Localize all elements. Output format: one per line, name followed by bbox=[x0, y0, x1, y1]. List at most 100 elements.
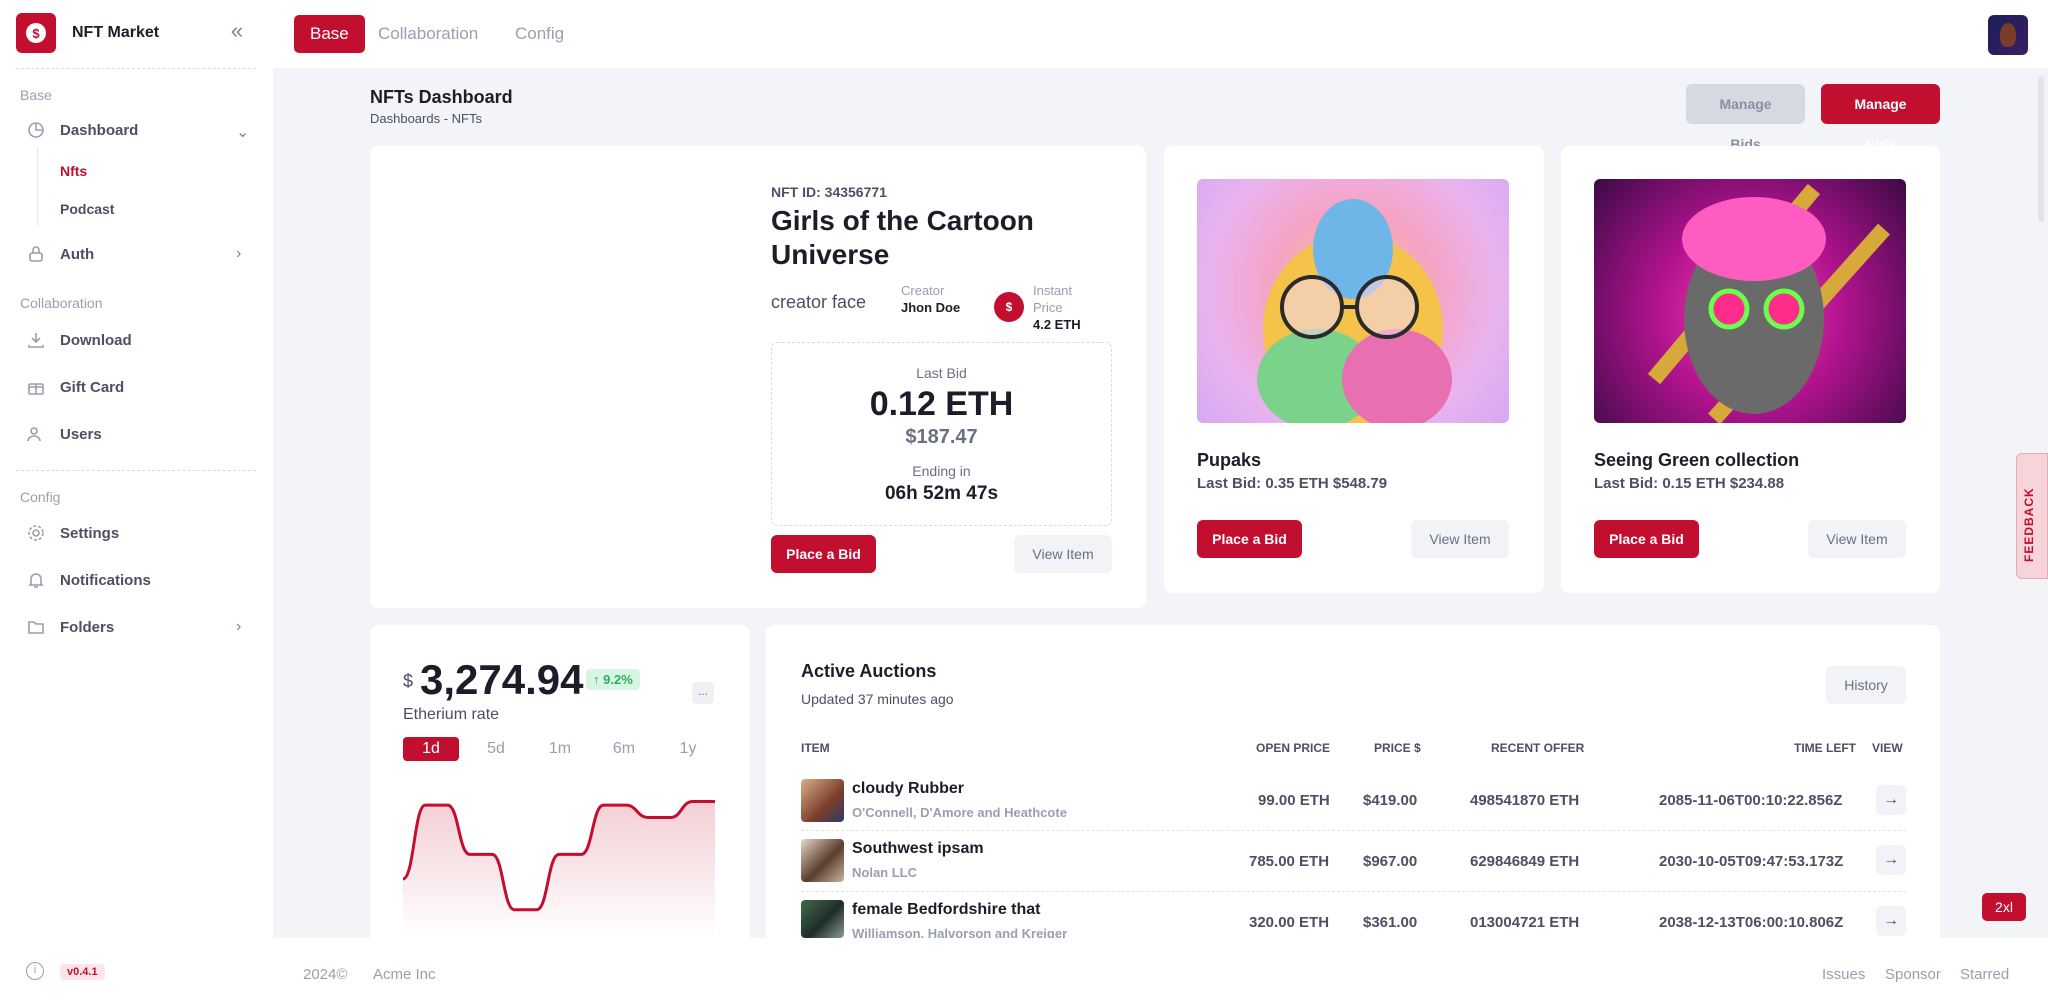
app-name: NFT Market bbox=[72, 24, 160, 41]
info-icon[interactable]: i bbox=[26, 962, 44, 980]
sidebar-item-label: Notifications bbox=[60, 571, 151, 589]
period-5d[interactable]: 5d bbox=[487, 740, 505, 757]
company-link[interactable]: Acme Inc bbox=[373, 966, 436, 983]
sidebar-item-notifications[interactable]: Notifications bbox=[26, 570, 151, 590]
footer-link-issues[interactable]: Issues bbox=[1822, 966, 1866, 983]
ending-label: Ending in bbox=[912, 463, 971, 479]
arrow-right-icon[interactable]: → bbox=[1876, 785, 1906, 815]
instant-price-label: Instant Price bbox=[1033, 283, 1073, 315]
arrow-right-icon[interactable]: → bbox=[1876, 845, 1906, 875]
sidebar: $ NFT Market « Base Dashboard ⌄ Nfts Pod… bbox=[0, 0, 273, 1008]
tab-config[interactable]: Config bbox=[515, 24, 565, 43]
nft-title: Girls of the Cartoon Universe bbox=[771, 205, 1034, 270]
price: $967.00 bbox=[1363, 853, 1418, 870]
divider bbox=[16, 68, 256, 69]
price: $361.00 bbox=[1363, 914, 1418, 931]
sidebar-item-dashboard[interactable]: Dashboard bbox=[26, 120, 138, 140]
sidebar-item-auth[interactable]: Auth bbox=[26, 244, 94, 264]
nft-last-bid: Last Bid: 0.15 ETH $234.88 bbox=[1594, 475, 1785, 492]
manage-bids-button[interactable]: Manage Bids bbox=[1821, 84, 1940, 152]
column-header-open-price[interactable]: OPEN PRICE bbox=[1256, 741, 1331, 755]
rate-value: 3,274.94 bbox=[420, 656, 584, 703]
topbar: Base Collaboration Config bbox=[273, 0, 2048, 68]
column-header-time-left[interactable]: TIME LEFT bbox=[1794, 741, 1856, 755]
item-name[interactable]: cloudy Rubber bbox=[852, 780, 965, 797]
nft-id: NFT ID: 34356771 bbox=[771, 184, 887, 200]
view-item-button[interactable]: View Item bbox=[1808, 520, 1906, 558]
open-price: 320.00 ETH bbox=[1249, 914, 1330, 931]
users-icon bbox=[26, 424, 46, 444]
view-item-button[interactable]: View Item bbox=[1014, 535, 1112, 573]
bell-icon bbox=[26, 570, 46, 590]
last-bid-usd: $187.47 bbox=[905, 426, 978, 448]
sidebar-item-download[interactable]: Download bbox=[26, 330, 132, 350]
period-6m[interactable]: 6m bbox=[612, 740, 636, 757]
item-name[interactable]: female Bedfordshire that bbox=[852, 901, 1041, 918]
history-button[interactable]: History bbox=[1826, 666, 1906, 704]
chevron-right-icon[interactable]: › bbox=[236, 618, 242, 635]
change-value: 9.2% bbox=[603, 672, 633, 687]
manage-bids-secondary-button[interactable]: Manage Bids bbox=[1686, 84, 1805, 152]
rate-chart bbox=[403, 799, 715, 938]
collapse-sidebar-icon[interactable]: « bbox=[230, 18, 244, 43]
column-header-view[interactable]: VIEW bbox=[1872, 741, 1903, 755]
column-header-recent-offer[interactable]: RECENT OFFER bbox=[1491, 741, 1585, 755]
avatar[interactable] bbox=[1988, 15, 2028, 55]
last-bid-eth: 0.12 ETH bbox=[869, 385, 1014, 423]
view-item-button[interactable]: View Item bbox=[1411, 520, 1509, 558]
place-bid-button[interactable]: Place a Bid bbox=[1197, 520, 1302, 558]
item-name[interactable]: Southwest ipsam bbox=[852, 840, 984, 857]
sidebar-item-label: Gift Card bbox=[60, 378, 125, 396]
sidebar-item-label: Settings bbox=[60, 524, 120, 542]
creator-image: creator face bbox=[771, 292, 867, 312]
tab-collaboration[interactable]: Collaboration bbox=[378, 24, 479, 43]
sidebar-item-gift-card[interactable]: Gift Card bbox=[26, 377, 124, 397]
scrollbar[interactable] bbox=[2038, 76, 2044, 222]
row-divider bbox=[801, 891, 1906, 892]
item-company: O'Connell, D'Amore and Heathcote bbox=[852, 805, 1067, 820]
period-1d[interactable]: 1d bbox=[403, 737, 459, 761]
item-thumbnail bbox=[801, 900, 844, 938]
column-header-price[interactable]: PRICE $ bbox=[1374, 741, 1421, 755]
feedback-tab[interactable]: FEEDBACK bbox=[2016, 453, 2048, 579]
item-company: Nolan LLC bbox=[852, 865, 917, 880]
chart-line bbox=[403, 799, 715, 912]
footer-link-starred[interactable]: Starred bbox=[1960, 966, 2010, 983]
sidebar-item-label: Auth bbox=[60, 245, 95, 263]
ending-time: 06h 52m 47s bbox=[884, 483, 999, 504]
creator-name: Jhon Doe bbox=[901, 300, 961, 315]
folder-icon bbox=[26, 617, 46, 637]
more-options-icon[interactable]: ... bbox=[692, 682, 714, 704]
app-logo[interactable]: $ NFT Market bbox=[16, 13, 159, 53]
sidebar-item-podcast[interactable]: Podcast bbox=[60, 201, 115, 217]
nft-thumbnail[interactable] bbox=[1594, 179, 1906, 423]
arrow-right-icon[interactable]: → bbox=[1876, 906, 1906, 936]
open-price: 785.00 ETH bbox=[1249, 853, 1330, 870]
currency-symbol: $ bbox=[403, 671, 414, 691]
gift-icon bbox=[26, 377, 46, 397]
sidebar-item-label: Users bbox=[60, 425, 102, 443]
sidebar-item-folders[interactable]: Folders bbox=[26, 617, 114, 637]
pie-chart-icon bbox=[26, 120, 46, 140]
place-bid-button[interactable]: Place a Bid bbox=[1594, 520, 1699, 558]
tab-base[interactable]: Base bbox=[294, 15, 365, 53]
item-thumbnail bbox=[801, 839, 844, 882]
sidebar-item-nfts[interactable]: Nfts bbox=[60, 163, 88, 179]
nft-thumbnail[interactable] bbox=[1197, 179, 1509, 423]
sidebar-item-users[interactable]: Users bbox=[26, 424, 102, 444]
creator-info: Creator Jhon Doe bbox=[901, 282, 961, 316]
footer bbox=[273, 938, 2048, 1008]
open-price: 99.00 ETH bbox=[1258, 792, 1330, 809]
sidebar-item-settings[interactable]: Settings bbox=[26, 523, 119, 543]
column-header-item[interactable]: ITEM bbox=[801, 741, 830, 755]
breadcrumb[interactable]: Dashboards - NFTs bbox=[370, 111, 482, 126]
period-1m[interactable]: 1m bbox=[548, 740, 572, 757]
page-title: NFTs Dashboard bbox=[370, 87, 513, 107]
period-1y[interactable]: 1y bbox=[679, 740, 697, 757]
auctions-title: Active Auctions bbox=[801, 661, 937, 681]
footer-link-sponsor[interactable]: Sponsor bbox=[1885, 966, 1941, 983]
feedback-label: FEEDBACK bbox=[2022, 487, 2036, 562]
chevron-right-icon[interactable]: › bbox=[236, 245, 242, 262]
chevron-down-icon[interactable]: ⌄ bbox=[236, 124, 250, 141]
place-bid-button[interactable]: Place a Bid bbox=[771, 535, 876, 573]
